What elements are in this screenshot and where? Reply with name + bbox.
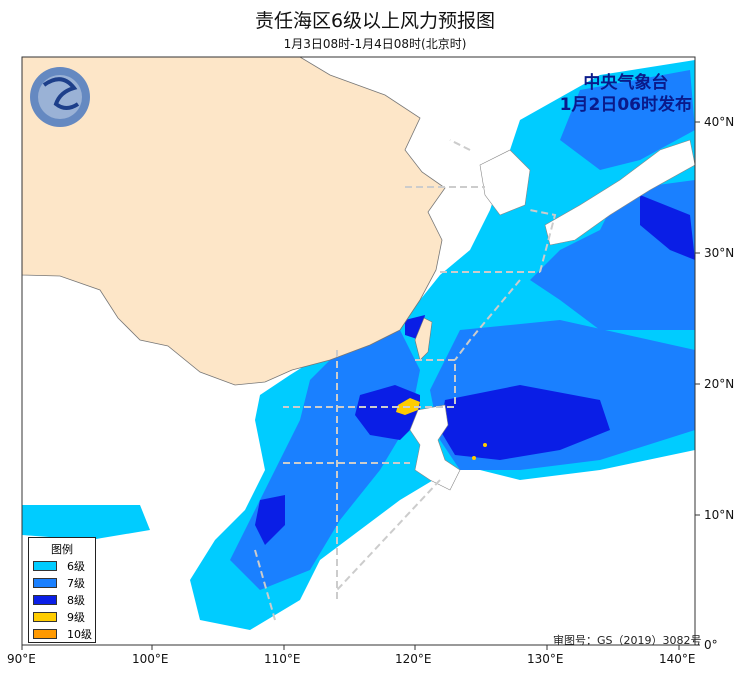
sea-area-boundaries [254, 139, 557, 621]
cma-logo [30, 67, 90, 127]
review-number: 审图号：GS（2019）3082号 [553, 634, 702, 647]
wind-level-8-area [255, 195, 695, 545]
legend-title: 图例 [51, 543, 73, 556]
legend-item: 10级 [29, 625, 95, 642]
x-tick-label: 130°E [527, 652, 564, 666]
map-subtitle: 1月3日08时-1月4日08时(北京时) [283, 37, 467, 51]
legend-item: 8级 [29, 591, 95, 608]
legend-swatch [33, 628, 57, 639]
legend-item: 9级 [29, 608, 95, 625]
china-landmass [22, 57, 446, 386]
x-tick-label: 110°E [264, 652, 301, 666]
x-tick-label: 140°E [659, 652, 696, 666]
issue-time: 1月2日06时发布 [559, 95, 692, 115]
map-title: 责任海区6级以上风力预报图 [254, 10, 496, 32]
y-tick-label: 40°N [704, 115, 735, 129]
philippines-landmass [409, 404, 461, 491]
issuer-stamp: 中央气象台 1月2日06时发布 [560, 72, 692, 116]
issuer-name: 中央气象台 [583, 73, 669, 93]
axis-ticks [21, 121, 700, 650]
legend-swatch [33, 611, 57, 622]
x-tick-label: 120°E [395, 652, 432, 666]
legend-item: 6级 [29, 557, 95, 574]
japan-landmass [544, 139, 695, 246]
x-tick-label: 100°E [132, 652, 169, 666]
legend-label: 8级 [67, 593, 85, 607]
taiwan-landmass [414, 317, 433, 361]
legend-label: 7级 [67, 576, 85, 590]
korea-landmass [479, 149, 531, 216]
legend-swatch [33, 594, 57, 605]
legend-swatch [33, 560, 57, 571]
y-tick-label: 30°N [704, 246, 735, 260]
y-tick-label: 0° [704, 638, 718, 652]
legend-label: 6级 [67, 559, 85, 573]
x-tick-label: 90°E [7, 652, 36, 666]
map-frame [21, 56, 696, 646]
legend-label: 9级 [67, 610, 85, 624]
legend-swatch [33, 577, 57, 588]
y-tick-label: 10°N [704, 508, 735, 522]
y-tick-label: 20°N [704, 377, 735, 391]
legend-item: 7级 [29, 574, 95, 591]
legend: 图例 6级 7级 8级 9级 10级 [28, 537, 96, 643]
legend-label: 10级 [67, 627, 92, 641]
